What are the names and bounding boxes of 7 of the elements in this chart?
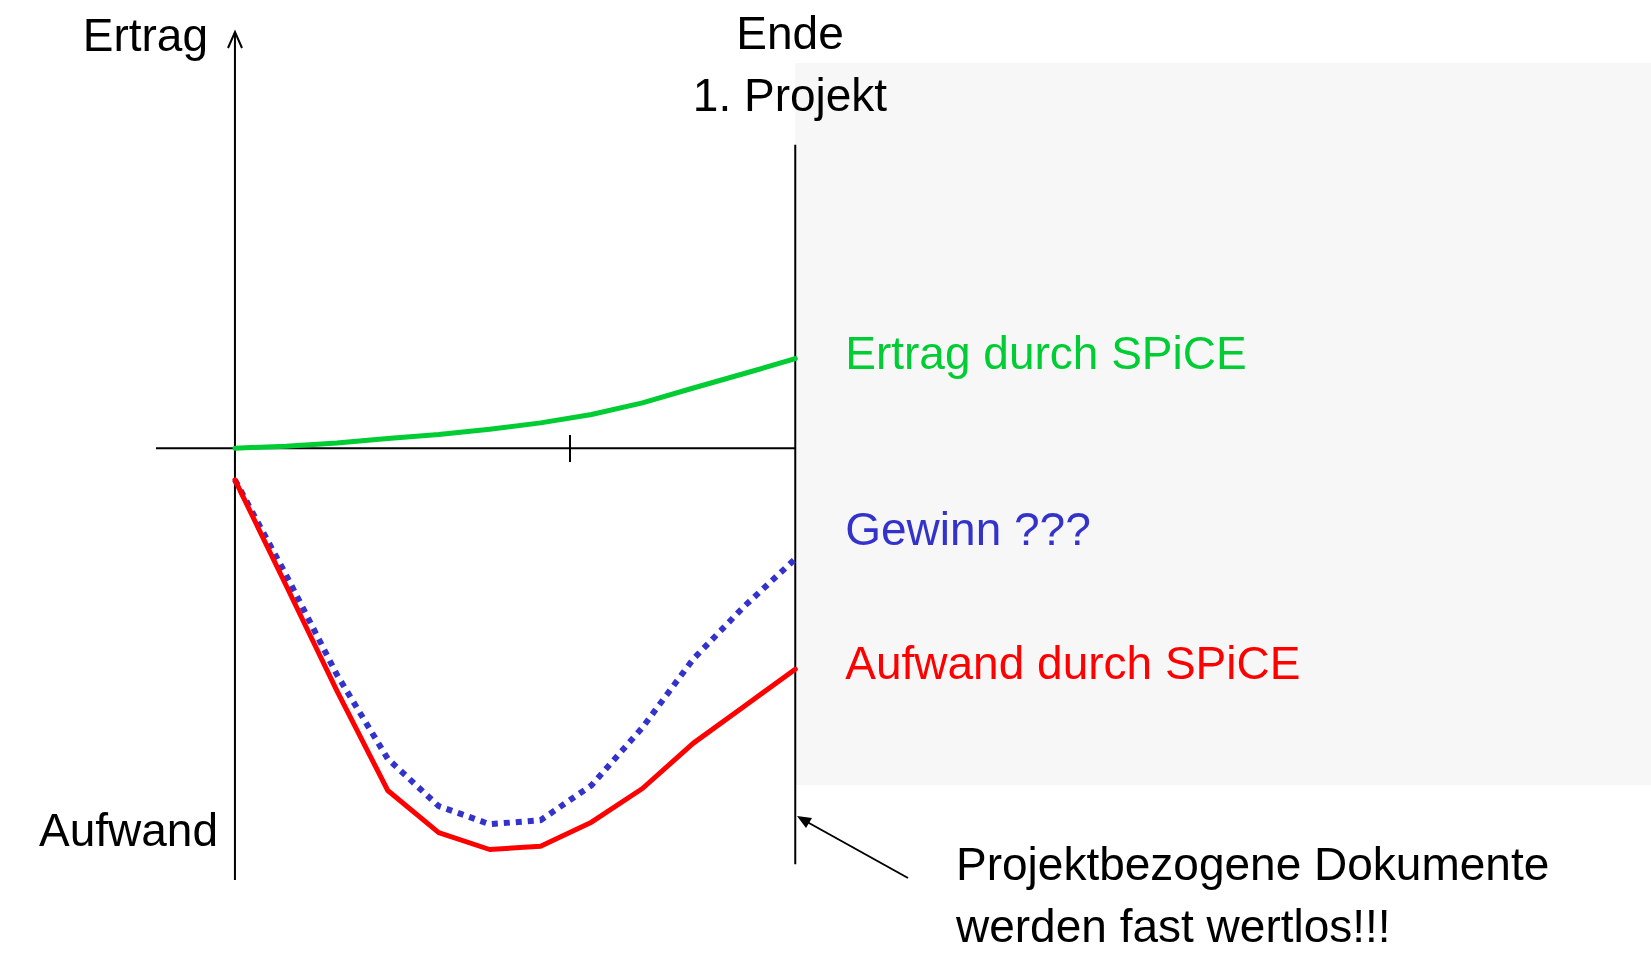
text: Ende 1. Projekt <box>692 7 888 121</box>
annotation: Aufwand <box>38 804 218 856</box>
text: Ertrag <box>82 9 208 61</box>
series-label: Ertrag durch SPiCE <box>845 326 1247 379</box>
text: Projektbezogene Dokumente werden fast wertlos!!! <box>955 838 1550 952</box>
series-label: Gewinn ??? <box>845 502 1091 555</box>
series-label: Aufwand durch SPiCE <box>845 637 1301 690</box>
